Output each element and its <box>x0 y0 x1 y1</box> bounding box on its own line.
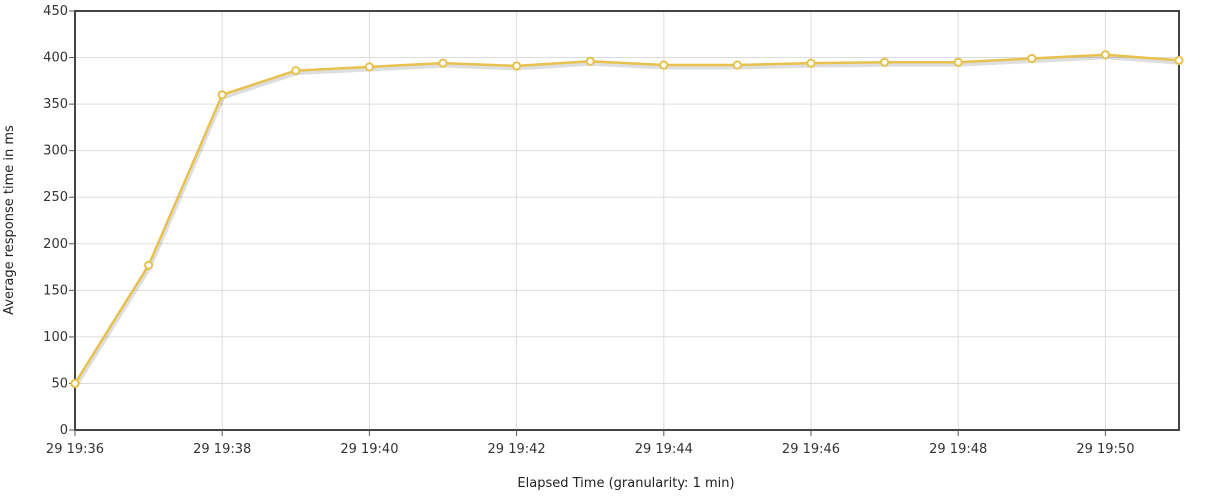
series-line-shadow <box>74 55 1181 387</box>
data-point <box>1100 50 1111 60</box>
data-point <box>806 58 816 68</box>
y-tick-label: 350 <box>43 97 68 112</box>
data-point <box>953 57 963 67</box>
series-line <box>73 53 1180 385</box>
y-axis-title: Average response time in ms <box>2 125 17 315</box>
axes <box>74 10 1180 431</box>
plot-border <box>74 10 1180 431</box>
x-tick-label: 29 19:38 <box>193 442 251 457</box>
x-tick-label: 29 19:44 <box>635 442 693 457</box>
grid <box>75 11 1179 430</box>
y-tick-label: 250 <box>43 190 68 205</box>
data-point <box>144 260 154 270</box>
data-point <box>438 58 448 68</box>
series-group <box>70 50 1184 389</box>
x-axis-ticks: 29 19:36 29 19:38 29 19:40 29 19:42 29 19:44… <box>46 430 1134 457</box>
x-tick-label: 29 19:46 <box>782 442 840 457</box>
y-tick-label: 50 <box>51 376 68 391</box>
x-tick-label: 29 19:48 <box>929 442 987 457</box>
x-tick-label: 29 19:50 <box>1076 442 1134 457</box>
y-tick-label: 150 <box>43 283 68 298</box>
data-point <box>364 62 374 72</box>
data-point <box>732 60 743 70</box>
data-point <box>291 65 301 76</box>
x-tick-label: 29 19:42 <box>488 442 546 457</box>
data-point <box>659 60 669 70</box>
data-point <box>217 90 227 100</box>
y-tick-label: 200 <box>43 237 68 252</box>
data-point <box>512 61 522 71</box>
y-tick-label: 0 <box>60 423 68 438</box>
data-point <box>1174 55 1184 65</box>
data-point <box>880 57 890 67</box>
plot-background <box>75 11 1179 430</box>
x-tick-label: 29 19:40 <box>340 442 398 457</box>
data-point <box>1027 53 1037 64</box>
y-tick-label: 300 <box>43 144 68 159</box>
y-tick-label: 100 <box>43 330 68 345</box>
data-point <box>585 56 595 66</box>
y-axis-ticks: 0 50 100 150 200 250 300 350 400 450 <box>43 4 75 438</box>
y-tick-label: 400 <box>43 51 68 66</box>
y-tick-label: 450 <box>43 4 68 19</box>
data-point <box>70 378 80 389</box>
x-tick-label: 29 19:36 <box>46 442 104 457</box>
x-axis-title: Elapsed Time (granularity: 1 min) <box>517 476 734 491</box>
